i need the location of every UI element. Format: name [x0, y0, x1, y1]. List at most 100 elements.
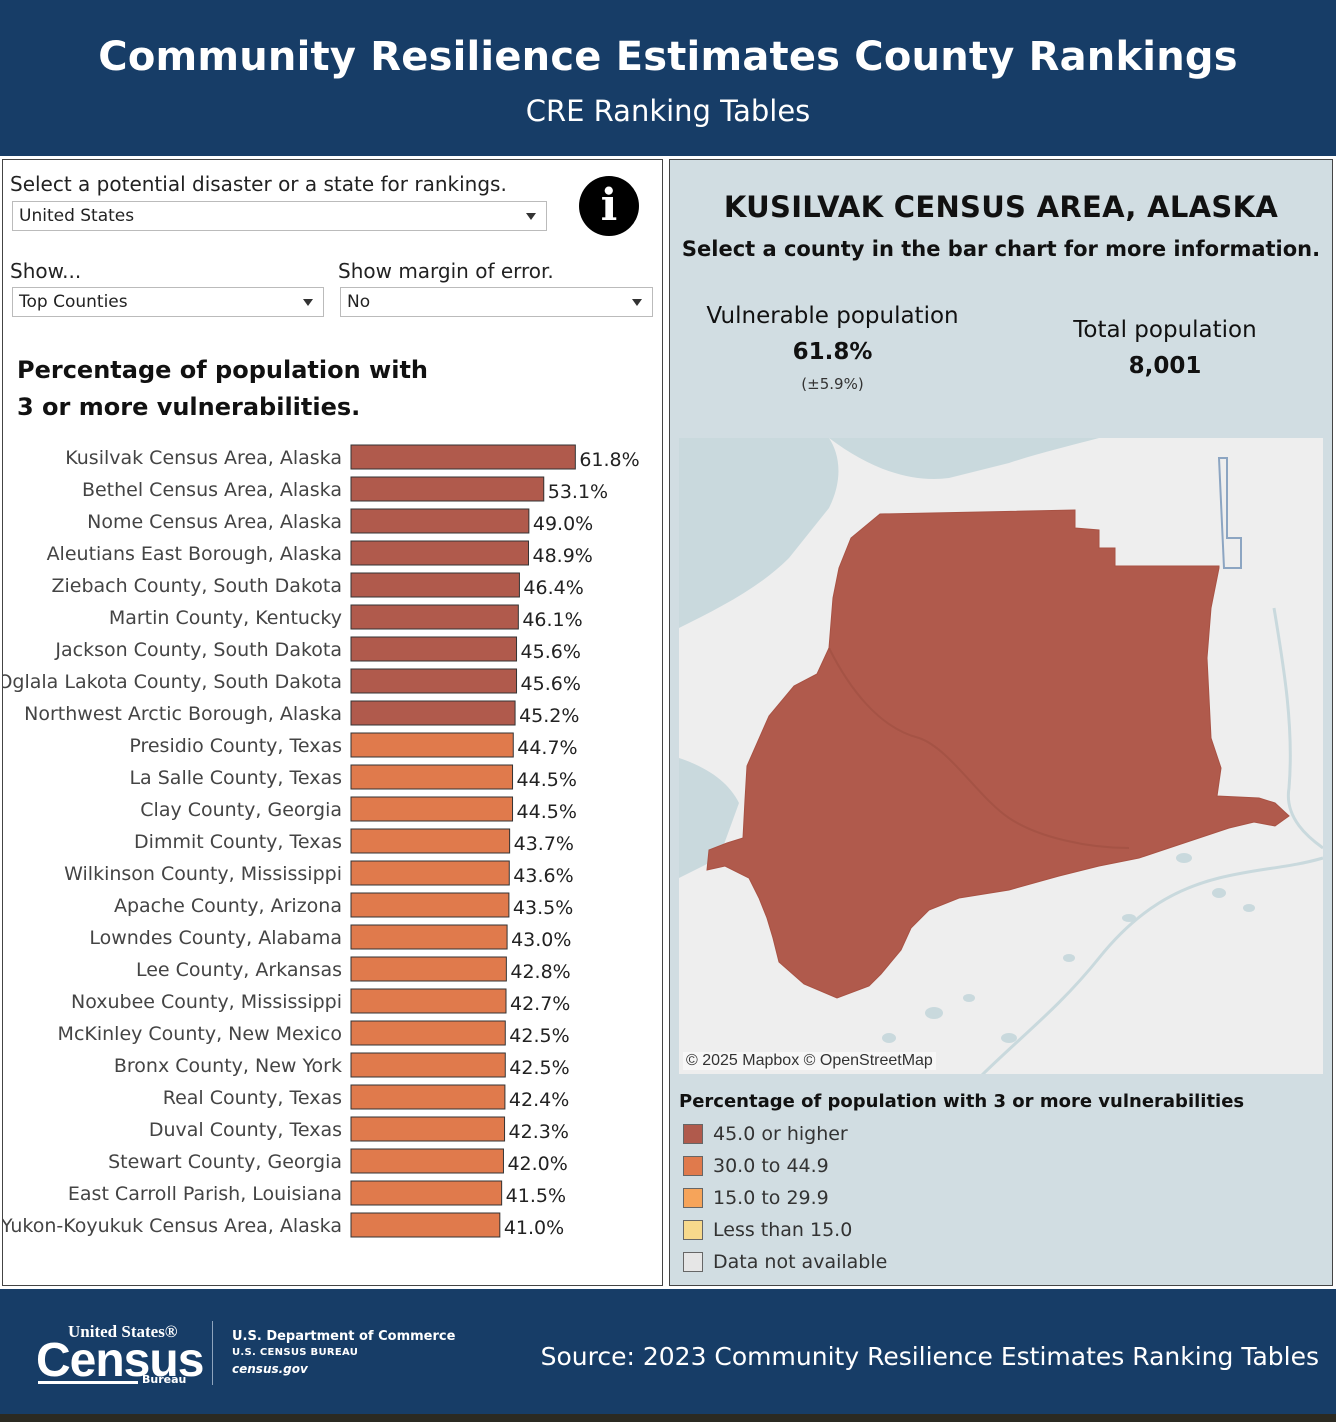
- bar-value-label: 42.5%: [509, 1025, 569, 1047]
- bar-category-label: La Salle County, Texas: [129, 767, 342, 789]
- bar[interactable]: [350, 1212, 501, 1238]
- bar[interactable]: [350, 1052, 506, 1078]
- total-population-label: Total population: [1073, 317, 1257, 343]
- bar-category-label: Duval County, Texas: [149, 1119, 342, 1141]
- bar[interactable]: [350, 764, 514, 790]
- bar-value-label: 61.8%: [579, 449, 639, 471]
- bar[interactable]: [350, 828, 511, 854]
- bar-category-label: Bronx County, New York: [114, 1055, 342, 1077]
- bar-category-label: Yukon-Koyukuk Census Area, Alaska: [3, 1215, 342, 1237]
- map-lake: [1063, 954, 1075, 962]
- bar[interactable]: [350, 796, 514, 822]
- info-icon[interactable]: i: [579, 176, 639, 236]
- source-note: Source: 2023 Community Resilience Estima…: [540, 1342, 1319, 1371]
- total-population-value: 8,001: [1128, 353, 1202, 379]
- moe-select-value: No: [347, 292, 371, 312]
- bar[interactable]: [350, 508, 530, 534]
- bar[interactable]: [350, 540, 530, 566]
- moe-select[interactable]: No: [340, 287, 653, 317]
- chevron-down-icon: [303, 299, 313, 306]
- bar-value-label: 41.0%: [504, 1217, 564, 1239]
- legend-label: 45.0 or higher: [713, 1123, 848, 1145]
- vulnerable-population-value: 61.8%: [792, 339, 873, 365]
- legend-swatch: [683, 1220, 703, 1240]
- map-lake: [1122, 914, 1136, 922]
- disaster-select[interactable]: United States: [12, 201, 547, 231]
- map-river: [1272, 607, 1323, 850]
- header: Community Resilience Estimates County Ra…: [0, 0, 1336, 156]
- bar[interactable]: [350, 572, 520, 598]
- bar-value-label: 45.6%: [521, 673, 581, 695]
- bar-value-label: 44.5%: [517, 801, 577, 823]
- bar-category-label: Jackson County, South Dakota: [54, 639, 342, 661]
- bar[interactable]: [350, 1084, 506, 1110]
- map-river: [828, 647, 1130, 849]
- map-water: [679, 758, 739, 878]
- census-site-link[interactable]: census.gov: [232, 1362, 308, 1376]
- bar-value-label: 53.1%: [548, 481, 608, 503]
- bar[interactable]: [350, 732, 514, 758]
- legend-label: Data not available: [713, 1251, 888, 1273]
- legend-label: 15.0 to 29.9: [713, 1187, 829, 1209]
- bar[interactable]: [350, 956, 507, 982]
- bar[interactable]: [350, 1180, 503, 1206]
- bar-category-label: Aleutians East Borough, Alaska: [47, 543, 342, 565]
- show-select[interactable]: Top Counties: [12, 287, 324, 317]
- map-lake: [1243, 904, 1255, 912]
- legend-label: Less than 15.0: [713, 1219, 853, 1241]
- bar-category-label: Nome Census Area, Alaska: [87, 511, 342, 533]
- bar-value-label: 46.4%: [523, 577, 583, 599]
- chevron-down-icon: [632, 299, 642, 306]
- bar[interactable]: [350, 1116, 506, 1142]
- bar-value-label: 43.6%: [513, 865, 573, 887]
- bar-value-label: 41.5%: [506, 1185, 566, 1207]
- bar-category-label: Noxubee County, Mississippi: [71, 991, 342, 1013]
- bar[interactable]: [350, 924, 508, 950]
- bar[interactable]: [350, 604, 519, 630]
- bureau-name: U.S. CENSUS BUREAU: [232, 1347, 359, 1358]
- census-logo[interactable]: Census: [36, 1334, 204, 1387]
- vulnerable-population-label: Vulnerable population: [706, 303, 959, 329]
- bar-category-label: Stewart County, Georgia: [108, 1151, 342, 1173]
- bar-value-label: 44.7%: [517, 737, 577, 759]
- map-attribution[interactable]: © 2025 Mapbox © OpenStreetMap: [683, 1052, 936, 1070]
- bar-category-label: East Carroll Parish, Louisiana: [68, 1183, 342, 1205]
- kusilvak-county-shape[interactable]: [706, 509, 1290, 999]
- disaster-select-value: United States: [19, 206, 135, 226]
- chart-title: Percentage of population with 3 or more …: [17, 356, 428, 421]
- bar-value-label: 42.0%: [507, 1153, 567, 1175]
- bar-value-label: 43.5%: [513, 897, 573, 919]
- map-lake: [1176, 853, 1192, 863]
- bar[interactable]: [350, 700, 516, 726]
- show-select-label: Show...: [10, 259, 82, 283]
- bar[interactable]: [350, 988, 507, 1014]
- bar-value-label: 42.7%: [510, 993, 570, 1015]
- bar-value-label: 45.2%: [519, 705, 579, 727]
- bar-value-label: 42.5%: [509, 1057, 569, 1079]
- bar[interactable]: [350, 1148, 504, 1174]
- legend-swatch: [683, 1124, 703, 1144]
- bar[interactable]: [350, 668, 518, 694]
- logo-top-text: United States®: [68, 1322, 178, 1341]
- bar[interactable]: [350, 892, 510, 918]
- bar[interactable]: [350, 476, 545, 502]
- bar-value-label: 42.4%: [509, 1089, 569, 1111]
- bar[interactable]: [350, 444, 576, 470]
- county-map[interactable]: © 2025 Mapbox © OpenStreetMap: [679, 438, 1323, 1074]
- bar-value-label: 43.0%: [511, 929, 571, 951]
- moe-select-label: Show margin of error.: [338, 259, 554, 283]
- map-lake: [963, 994, 975, 1002]
- vulnerable-population-moe: (±5.9%): [801, 375, 864, 393]
- map-lake: [1212, 888, 1226, 898]
- map-boundary: [1217, 457, 1242, 569]
- bar[interactable]: [350, 1020, 506, 1046]
- county-instruction: Select a county in the bar chart for mor…: [681, 237, 1321, 261]
- bar-category-label: Martin County, Kentucky: [109, 607, 342, 629]
- bar-value-label: 46.1%: [522, 609, 582, 631]
- bar[interactable]: [350, 636, 518, 662]
- bar-chart: Kusilvak Census Area, Alaska 61.8% Bethel …: [3, 444, 640, 1239]
- bar-value-label: 45.6%: [521, 641, 581, 663]
- bar-category-label: Presidio County, Texas: [129, 735, 342, 757]
- bar[interactable]: [350, 860, 510, 886]
- map-lake: [882, 1033, 896, 1043]
